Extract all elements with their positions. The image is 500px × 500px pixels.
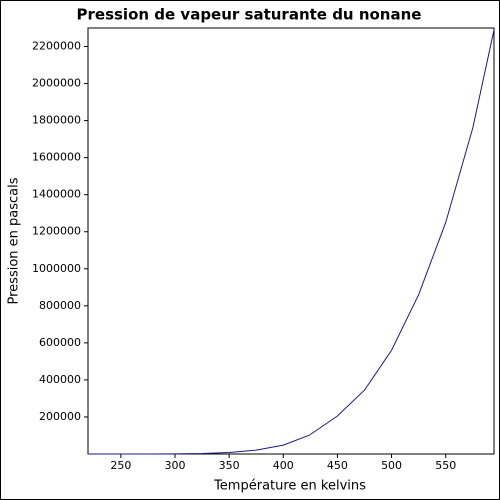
x-tick-label: 350 [219,459,240,472]
y-tick-label: 2000000 [32,77,81,90]
plot-area [87,27,495,455]
x-tick-label: 400 [273,459,294,472]
x-tick-label: 450 [327,459,348,472]
x-tick-label: 500 [381,459,402,472]
y-tick-label: 2200000 [32,40,81,53]
y-tick-label: 1200000 [32,225,81,238]
y-tick-label: 800000 [39,299,81,312]
chart-title: Pression de vapeur saturante du nonane [77,6,422,24]
y-tick-label: 200000 [39,410,81,423]
y-tick-label: 1400000 [32,188,81,201]
x-tick-label: 550 [435,459,456,472]
x-tick-label: 250 [110,459,131,472]
x-axis-label: Température en kelvins [213,479,366,494]
data-line [87,29,495,455]
y-axis-label: Pression en pascals [7,177,22,304]
y-tick-label: 600000 [39,336,81,349]
x-tick-label: 300 [164,459,185,472]
y-tick-label: 1000000 [32,262,81,275]
y-tick-label: 400000 [39,373,81,386]
y-tick-label: 1800000 [32,114,81,127]
y-tick-label: 1600000 [32,151,81,164]
